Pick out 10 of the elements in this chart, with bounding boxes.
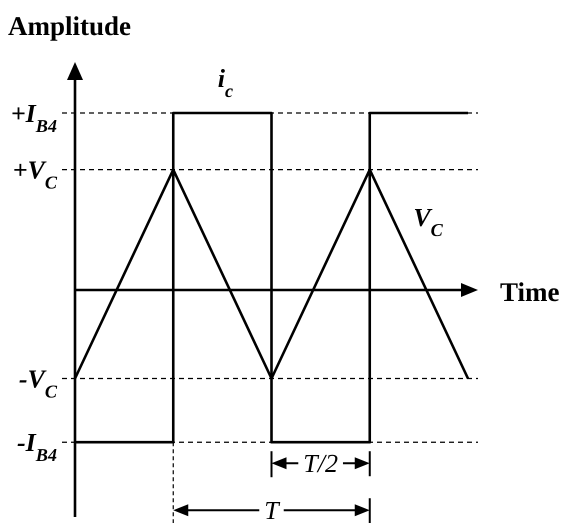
ref-line-label: +V$_{C}$ <box>12 156 58 193</box>
text: T/2 <box>303 449 338 478</box>
text: T <box>264 496 280 523</box>
series-label: V$_{C}$ <box>413 202 444 240</box>
ref-line-label: +I$_{B4}$ <box>10 99 57 136</box>
y-axis-title: Amplitude <box>8 11 132 41</box>
ref-line-label: -I$_{B4}$ <box>16 428 57 466</box>
ref-line-label: -V$_{C}$ <box>18 364 58 402</box>
series-label: i$_{c}$ <box>218 64 234 101</box>
x-axis-title: Time <box>500 277 560 307</box>
